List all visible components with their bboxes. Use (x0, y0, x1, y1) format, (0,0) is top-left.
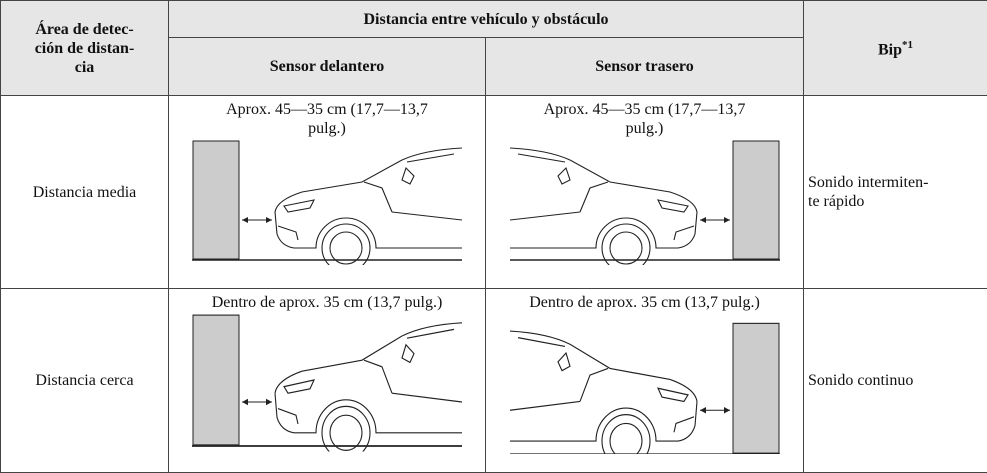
beep-cell: Sonido continuo (804, 289, 987, 473)
front-illustration (192, 314, 462, 454)
area-cell: Distancia cerca (1, 289, 169, 473)
header-distance: Distancia entre vehículo y obstáculo (169, 1, 804, 38)
area-cell: Distancia media (1, 96, 169, 289)
text: Aprox. 45—35 cm (17,7—13,7 (173, 100, 481, 119)
text: Aprox. 45—35 cm (17,7—13,7 (490, 100, 799, 119)
text: te rápido (808, 192, 983, 211)
text: Dentro de aprox. 35 cm (13,7 pulg.) (490, 293, 799, 312)
text: pulg.) (173, 119, 481, 138)
beep-cell: Sonido intermiten-te rápido (804, 96, 987, 289)
header-front: Sensor delantero (169, 38, 486, 96)
text: Dentro de aprox. 35 cm (13,7 pulg.) (173, 293, 481, 312)
rear-illustration (510, 314, 780, 454)
text: Bip (878, 42, 902, 59)
text: cia (5, 58, 164, 77)
header-rear: Sensor trasero (486, 38, 804, 96)
header-area: Área de detec-ción de distan-cia (1, 1, 169, 96)
text: Sonido intermiten- (808, 173, 983, 192)
footnote-mark: *1 (902, 39, 913, 51)
rear-cell: Dentro de aprox. 35 cm (13,7 pulg.) (486, 289, 804, 473)
header-beep: Bip*1 (804, 1, 987, 96)
text: Área de detec- (5, 20, 164, 39)
text: ción de distan- (5, 39, 164, 58)
front-illustration (192, 140, 462, 265)
front-cell: Dentro de aprox. 35 cm (13,7 pulg.) (169, 289, 486, 473)
text: pulg.) (490, 119, 799, 138)
rear-illustration (510, 140, 780, 265)
